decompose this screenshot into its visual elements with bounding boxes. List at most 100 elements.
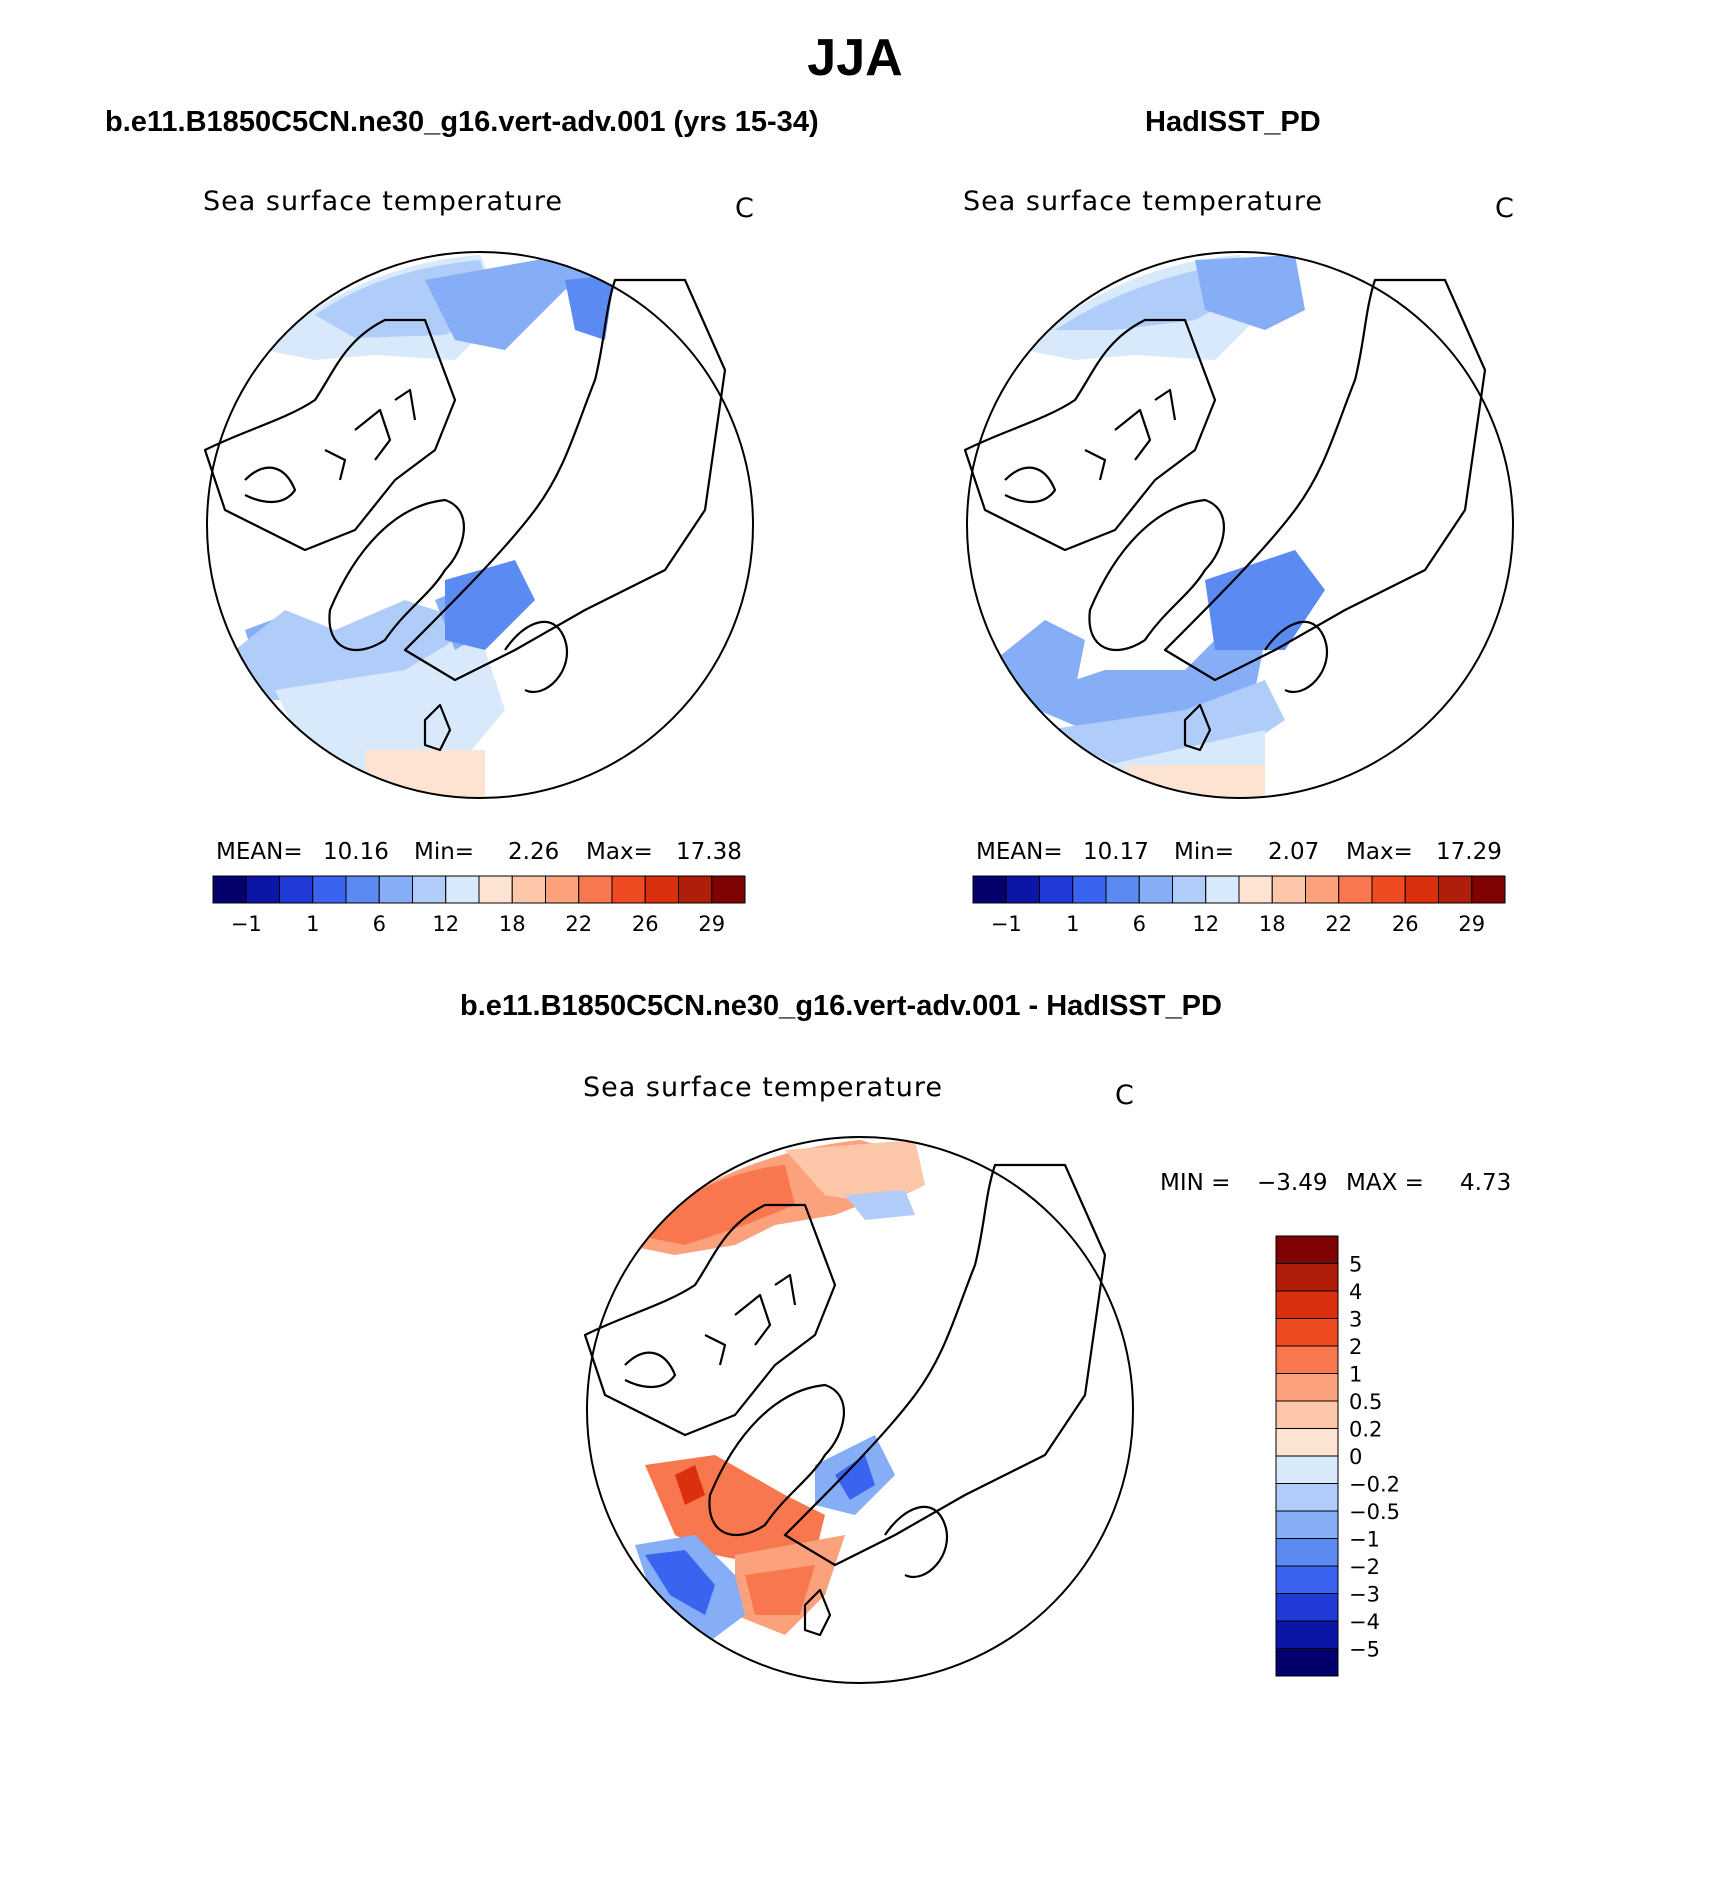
colorbar-swatch [644, 875, 679, 904]
colorbar-tick-label: 5 [1349, 1253, 1362, 1277]
colorbar-tick-label: 22 [1325, 912, 1352, 936]
eurasia-coast [1163, 278, 1487, 682]
colorbar-swatch [711, 875, 746, 904]
diff-atlantic-anomaly [745, 1565, 815, 1615]
colorbar-swatch [1275, 1235, 1339, 1264]
colorbar-swatch [678, 875, 713, 904]
canadian-archipelago-coast [704, 1273, 797, 1366]
hudson-bay-coast [624, 1351, 677, 1388]
colorbar-swatch [1471, 875, 1506, 904]
hudson-bay-coast [244, 466, 297, 503]
colorbar-swatch [1338, 875, 1373, 904]
colorbar-swatch [279, 875, 314, 904]
colorbar-swatch [1275, 1565, 1339, 1594]
colorbar-tick-label: 1 [1066, 912, 1079, 936]
eurasia-coast [403, 278, 727, 682]
model-bering-sst [565, 275, 615, 340]
colorbar-swatch [1275, 1290, 1339, 1319]
obs-labrador-sst [995, 620, 1085, 700]
model-units-label: C [735, 193, 755, 224]
obs-min-label: Min= [1174, 839, 1235, 865]
colorbar-swatch [212, 875, 247, 904]
obs-mean-label: MEAN= [976, 839, 1063, 865]
obs-uk-sst [1125, 765, 1265, 798]
colorbar-swatch [1072, 875, 1107, 904]
diff-case-title: b.e11.B1850C5CN.ne30_g16.vert-adv.001 - … [460, 990, 1222, 1022]
colorbar-tick-label: 4 [1349, 1280, 1362, 1304]
colorbar-swatch [1275, 1538, 1339, 1567]
colorbar-tick-label: −4 [1349, 1610, 1380, 1634]
colorbar-tick-label: −1 [231, 912, 262, 936]
canadian-archipelago-coast [1084, 388, 1177, 481]
colorbar-tick-label: −2 [1349, 1555, 1380, 1579]
page-title: JJA [807, 29, 903, 87]
model-mean-label: MEAN= [216, 839, 303, 865]
eurasia-coast [783, 1163, 1107, 1567]
model-max-value: 17.38 [676, 839, 742, 865]
north-america-coast [583, 1203, 837, 1437]
diff-max-value: 4.73 [1460, 1170, 1512, 1196]
scandinavia-coast [1264, 620, 1328, 693]
greenland-coast [328, 498, 466, 652]
diff-polar-map [583, 1136, 1134, 1684]
model-case-title: b.e11.B1850C5CN.ne30_g16.vert-adv.001 (y… [105, 106, 819, 138]
colorbar-tick-label: 3 [1349, 1308, 1362, 1332]
model-min-label: Min= [414, 839, 475, 865]
scandinavia-coast [884, 1505, 948, 1578]
colorbar-tick-label: 18 [499, 912, 526, 936]
diff-min-label: MIN = [1160, 1170, 1231, 1196]
colorbar-swatch [1275, 1483, 1339, 1512]
map-boundary [966, 251, 1514, 799]
colorbar-swatch [478, 875, 513, 904]
diff-pacific-anomaly [635, 1165, 795, 1245]
diff-atlantic-anomaly [645, 1550, 715, 1615]
uk-coast [1183, 703, 1212, 752]
colorbar-swatch [1275, 1373, 1339, 1402]
colorbar-tick-label: 29 [1458, 912, 1485, 936]
colorbar-swatch [611, 875, 646, 904]
colorbar-swatch [1275, 1510, 1339, 1539]
colorbar-swatch [445, 875, 480, 904]
colorbar-tick-label: 18 [1259, 912, 1286, 936]
map-boundary [206, 251, 754, 799]
obs-min-value: 2.07 [1268, 839, 1320, 865]
obs-greenland-sea-sst [1205, 550, 1325, 650]
diff-labrador-anomaly [675, 1465, 705, 1505]
map-boundary [586, 1136, 1134, 1684]
colorbar-swatch [1404, 875, 1439, 904]
colorbar-swatch [1105, 875, 1140, 904]
model-min-value: 2.26 [508, 839, 560, 865]
model-max-label: Max= [586, 839, 653, 865]
diff-bering-anomaly [845, 1190, 915, 1220]
colorbar-swatch [578, 875, 613, 904]
colorbar-swatch [1438, 875, 1473, 904]
colorbar-swatch [1371, 875, 1406, 904]
colorbar-tick-label: −0.2 [1349, 1473, 1400, 1497]
uk-coast [423, 703, 452, 752]
model-field-label: Sea surface temperature [203, 186, 563, 217]
diff-field-label: Sea surface temperature [583, 1072, 943, 1103]
colorbar-swatch [1172, 875, 1207, 904]
colorbar-swatch [1275, 1263, 1339, 1292]
colorbar-tick-label: 12 [432, 912, 459, 936]
colorbar-tick-label: 2 [1349, 1335, 1362, 1359]
greenland-coast [1088, 498, 1226, 652]
colorbar-swatch [1275, 1318, 1339, 1347]
colorbar-swatch [1275, 1593, 1339, 1622]
colorbar-tick-label: 29 [698, 912, 725, 936]
model-bering-sst [425, 255, 625, 350]
model-mean-value: 10.16 [323, 839, 389, 865]
diff-min-value: −3.49 [1257, 1170, 1328, 1196]
colorbar-tick-label: 0 [1349, 1445, 1362, 1469]
colorbar-tick-label: 26 [632, 912, 659, 936]
colorbar-swatch [972, 875, 1007, 904]
colorbar-swatch [312, 875, 347, 904]
scandinavia-coast [504, 620, 568, 693]
colorbar-tick-label: 6 [373, 912, 386, 936]
diff-max-label: MAX = [1346, 1170, 1424, 1196]
colorbar-tick-label: 0.2 [1349, 1418, 1382, 1442]
colorbar-tick-label: −3 [1349, 1583, 1380, 1607]
colorbar-tick-label: 6 [1133, 912, 1146, 936]
colorbar-swatch [511, 875, 546, 904]
model-greenland-sea-sst [445, 560, 535, 650]
